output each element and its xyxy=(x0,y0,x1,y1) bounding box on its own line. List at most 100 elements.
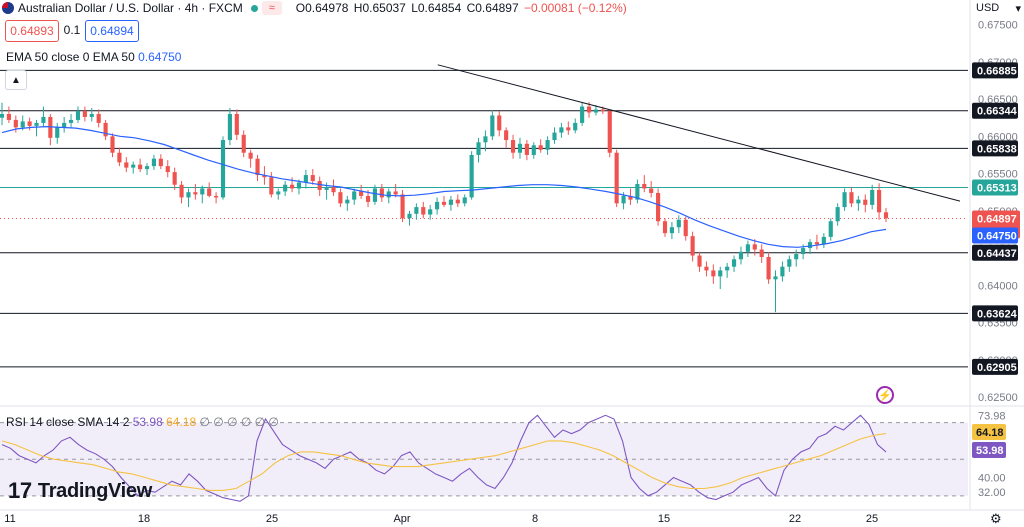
candle-body xyxy=(75,110,81,120)
candle-body xyxy=(593,109,599,113)
candle-body xyxy=(68,119,74,123)
candle-body xyxy=(110,136,115,153)
candle-body xyxy=(379,188,384,198)
price-tick-label: 0.66000 xyxy=(978,131,1018,143)
time-tick-label: 18 xyxy=(138,513,150,525)
candle-body xyxy=(649,188,654,193)
candle-body xyxy=(662,221,668,234)
tradingview-logo-text: TradingView xyxy=(37,479,153,502)
candle-body xyxy=(863,199,868,205)
candle-body xyxy=(828,221,833,237)
candle-body xyxy=(124,162,129,168)
highlight-level-label: 0.65313 xyxy=(977,183,1017,195)
level-price-tag xyxy=(972,140,1018,157)
trendline xyxy=(437,64,961,202)
candle-body xyxy=(131,164,136,168)
level-price-tag xyxy=(972,62,1018,79)
currency-flag-icon xyxy=(2,2,14,14)
candle-body xyxy=(566,127,571,131)
candle-body xyxy=(0,113,5,118)
candle-body xyxy=(759,249,764,258)
candle-body xyxy=(234,113,239,135)
candle-body xyxy=(780,266,785,277)
rsi-legend-label: RSI 14 close SMA 14 2 xyxy=(6,415,130,429)
rsi-sma-legend-value: 64.18 xyxy=(166,415,197,429)
rsi-empty-values: ∅ ∅ ∅ ∅ ∅ ∅ xyxy=(199,415,279,429)
time-tick-label: Apr xyxy=(393,513,410,525)
rsi-sma-line xyxy=(1,433,887,491)
candle-body xyxy=(435,201,440,210)
candle-body xyxy=(504,130,509,141)
candle-body xyxy=(683,219,688,237)
time-tick-label: 8 xyxy=(532,513,538,525)
candle-body xyxy=(220,140,226,198)
currency-selector[interactable]: USD ▾ xyxy=(974,0,1023,16)
candle-body xyxy=(359,191,364,196)
candle-body xyxy=(510,140,516,153)
candle-body xyxy=(607,110,612,153)
candle-body xyxy=(455,199,460,204)
candle-body xyxy=(34,122,39,126)
candle-body xyxy=(352,191,357,200)
rsi-legend-value: 53.98 xyxy=(132,415,163,429)
time-tick-label: 11 xyxy=(4,513,15,525)
rsi-tick-label: 32.00 xyxy=(978,487,1006,499)
candle-body xyxy=(365,195,371,202)
level-price-label: 0.64437 xyxy=(977,248,1017,260)
candle-body xyxy=(117,152,122,163)
ohlc-values: O0.64978 H0.65037 L0.64854 C0.64897 −0.0… xyxy=(296,1,629,15)
candle-body xyxy=(345,199,350,204)
candle-body xyxy=(421,207,426,215)
ema-legend[interactable]: EMA 50 close 0 EMA 50 0.64750 xyxy=(6,50,181,64)
candle-body xyxy=(821,236,826,245)
candle-body xyxy=(96,113,101,123)
indicator-chip[interactable]: ≈ xyxy=(261,1,282,15)
candle-body xyxy=(207,188,212,196)
level-price-label: 0.62905 xyxy=(977,362,1017,374)
lightning-icon[interactable]: ⚡ xyxy=(876,386,894,404)
price-tick-label: 0.67500 xyxy=(978,20,1018,32)
ema50-line xyxy=(1,125,887,248)
candle-body xyxy=(656,192,661,222)
tradingview-logo-icon: 17 xyxy=(8,478,32,503)
close-value: C0.64897 xyxy=(466,1,519,15)
candle-body xyxy=(690,236,695,256)
buy-button[interactable]: 0.64894 xyxy=(85,20,139,42)
level-price-tag xyxy=(972,358,1018,375)
level-price-tag xyxy=(972,244,1018,261)
level-price-label: 0.63624 xyxy=(977,308,1018,320)
tradingview-logo[interactable]: 17 TradingView xyxy=(8,478,152,504)
level-price-tag xyxy=(972,305,1018,322)
candle-body xyxy=(317,181,322,190)
candle-body xyxy=(200,188,205,195)
ema-value-label: 0.64750 xyxy=(977,230,1017,242)
candle-body xyxy=(490,115,495,137)
chevron-up-icon[interactable]: ▲ xyxy=(5,70,27,90)
rsi-tick-label: 73.98 xyxy=(978,410,1006,422)
candle-body xyxy=(725,266,730,271)
symbol-title[interactable]: Australian Dollar / U.S. Dollar · 4h · F… xyxy=(18,1,243,15)
candle-body xyxy=(62,122,67,128)
rsi-tick-label: 40.00 xyxy=(978,473,1006,485)
candle-body xyxy=(524,143,529,155)
sell-button[interactable]: 0.64893 xyxy=(5,20,59,42)
candle-body xyxy=(870,189,875,205)
rsi-legend[interactable]: RSI 14 close SMA 14 2 53.98 64.18 ∅ ∅ ∅ … xyxy=(6,415,279,429)
gear-icon[interactable]: ⚙ xyxy=(990,511,1002,526)
candle-body xyxy=(248,152,253,159)
candle-body xyxy=(580,106,585,123)
candle-body xyxy=(13,119,18,128)
candle-body xyxy=(103,122,108,137)
candle-body xyxy=(227,113,232,141)
candle-body xyxy=(414,207,419,214)
candle-body xyxy=(545,140,550,150)
candle-body xyxy=(82,110,87,117)
candle-body xyxy=(807,242,813,249)
candle-body xyxy=(738,251,744,260)
level-price-label: 0.66885 xyxy=(977,65,1017,77)
candle-body xyxy=(393,191,398,195)
candle-body xyxy=(842,192,847,208)
candle-body xyxy=(801,248,806,255)
candle-body xyxy=(151,158,157,167)
chevron-down-icon: ▾ xyxy=(1015,2,1021,15)
